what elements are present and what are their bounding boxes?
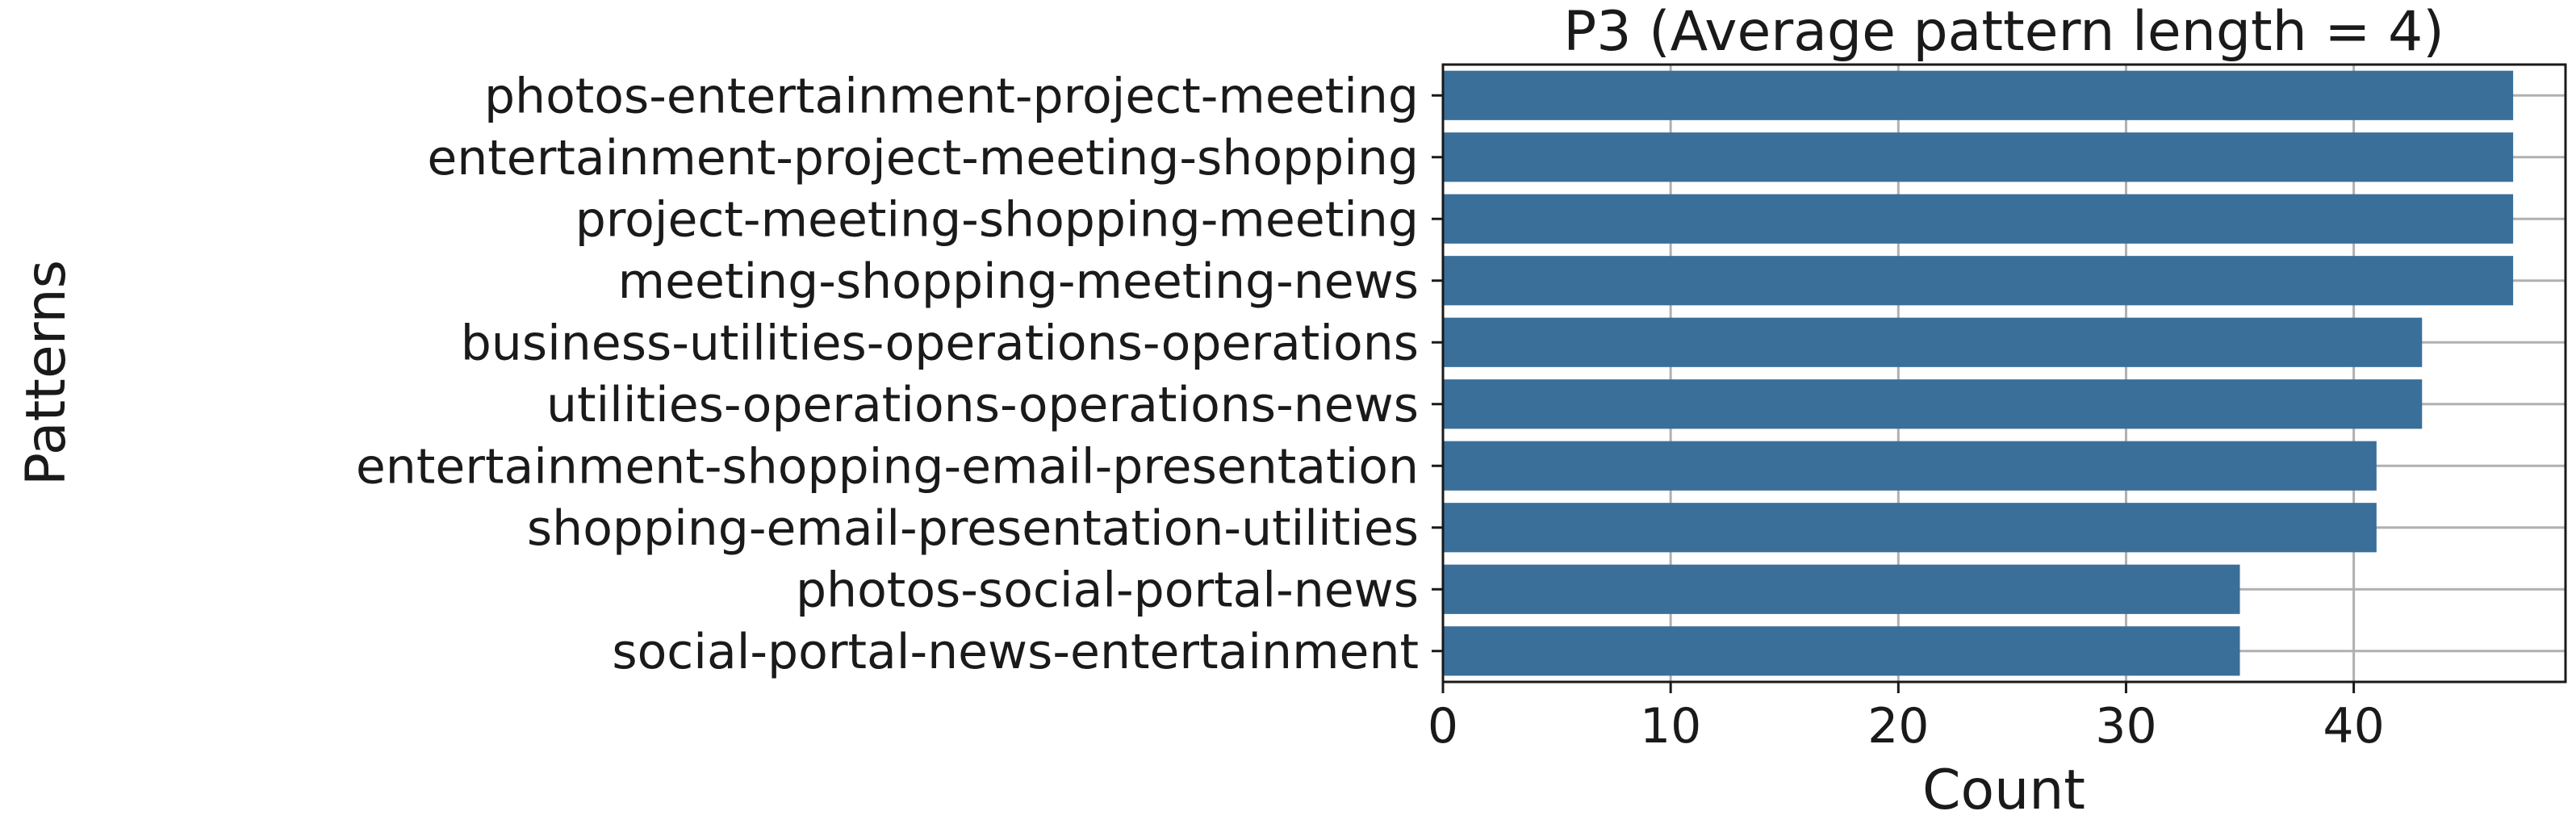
- bar: [1443, 194, 2514, 244]
- bars: [1443, 70, 2514, 676]
- y-tick-label: project-meeting-shopping-meeting: [575, 191, 1419, 248]
- bar: [1443, 132, 2514, 182]
- y-tick-label: social-portal-news-entertainment: [612, 624, 1419, 680]
- y-tick-label: entertainment-project-meeting-shopping: [427, 130, 1419, 186]
- y-tick-label: entertainment-shopping-email-presentatio…: [356, 438, 1419, 495]
- chart-title: P3 (Average pattern length = 4): [1563, 0, 2444, 64]
- bar: [1443, 256, 2514, 306]
- y-axis-label: Patterns: [15, 260, 78, 486]
- bar: [1443, 503, 2377, 553]
- y-tick-label: photos-social-portal-news: [796, 562, 1419, 618]
- x-tick-label: 10: [1640, 698, 1701, 755]
- plot-area-frame: [1441, 63, 2567, 684]
- bar: [1443, 564, 2240, 614]
- y-tick-label: shopping-email-presentation-utilities: [527, 500, 1419, 557]
- bar: [1443, 626, 2240, 676]
- x-axis-label: Count: [1922, 759, 2085, 822]
- y-tick-label: utilities-operations-operations-news: [546, 377, 1419, 433]
- y-tick-label: meeting-shopping-meeting-news: [618, 253, 1419, 310]
- x-tick-label: 40: [2323, 698, 2384, 755]
- bar: [1443, 317, 2423, 367]
- x-axis-ticks: 0 10 20 30 40: [1428, 682, 2385, 755]
- bar: [1443, 441, 2377, 491]
- y-tick-label: business-utilities-operations-operations: [461, 315, 1419, 371]
- x-tick-label: 20: [1867, 698, 1929, 755]
- x-tick-label: 0: [1428, 698, 1458, 755]
- y-axis-ticks: photos-entertainment-project-meeting ente…: [356, 68, 1443, 680]
- bar: [1443, 379, 2423, 429]
- x-tick-label: 30: [2095, 698, 2156, 755]
- y-tick-label: photos-entertainment-project-meeting: [484, 68, 1419, 124]
- bar: [1443, 70, 2514, 120]
